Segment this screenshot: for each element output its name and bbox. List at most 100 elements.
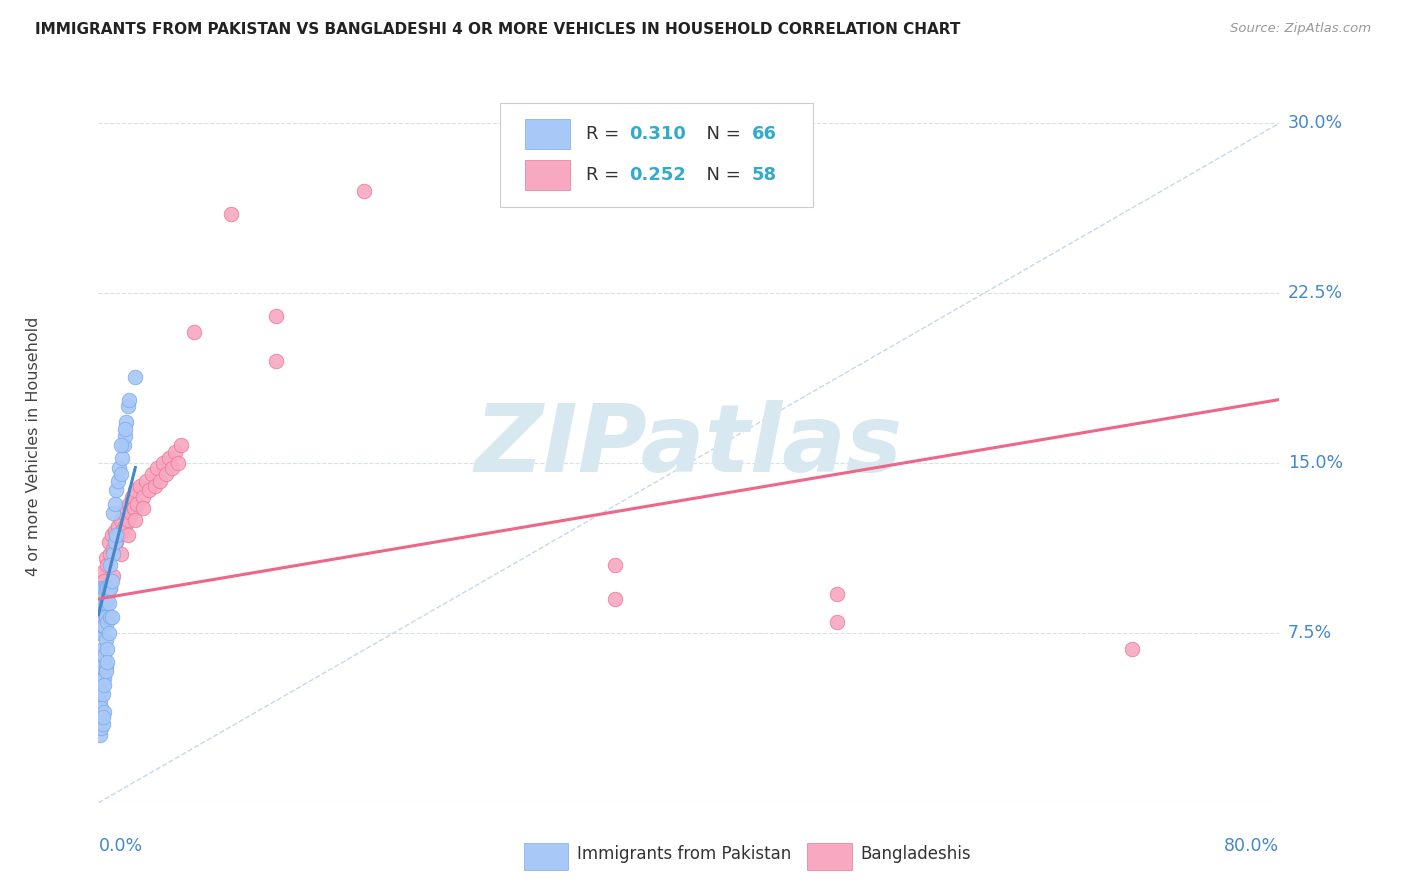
Point: [162, 460, 183, 475]
Point: [90, 721, 112, 735]
Point: [115, 501, 138, 516]
Point: [219, 207, 242, 221]
Text: 4 or more Vehicles in Household: 4 or more Vehicles in Household: [25, 317, 41, 575]
Point: [90, 581, 112, 595]
Point: [132, 490, 155, 504]
FancyBboxPatch shape: [523, 843, 568, 870]
Point: [107, 519, 129, 533]
Point: [98, 558, 121, 572]
Text: 30.0%: 30.0%: [1288, 114, 1343, 132]
Point: [141, 467, 163, 482]
Point: [97, 597, 120, 611]
Point: [89, 671, 111, 685]
FancyBboxPatch shape: [807, 843, 852, 870]
Text: 22.5%: 22.5%: [1288, 284, 1343, 302]
Point: [93, 574, 115, 588]
Point: [98, 547, 121, 561]
Point: [108, 460, 131, 475]
Text: 7.5%: 7.5%: [1288, 624, 1331, 642]
Point: [112, 506, 135, 520]
Point: [183, 325, 205, 339]
Point: [91, 610, 114, 624]
Text: R =: R =: [586, 166, 626, 184]
Point: [120, 506, 142, 520]
Point: [110, 513, 132, 527]
Text: ZIPatlas: ZIPatlas: [475, 400, 903, 492]
Point: [89, 626, 111, 640]
Text: Immigrants from Pakistan: Immigrants from Pakistan: [576, 846, 792, 863]
FancyBboxPatch shape: [524, 160, 569, 190]
Point: [117, 528, 139, 542]
Point: [96, 558, 118, 572]
Point: [110, 467, 132, 482]
Point: [111, 451, 134, 466]
Point: [605, 591, 627, 606]
Point: [96, 581, 118, 595]
Point: [90, 700, 112, 714]
Point: [264, 354, 287, 368]
Point: [93, 597, 115, 611]
FancyBboxPatch shape: [501, 103, 813, 207]
Point: [94, 660, 117, 674]
Point: [114, 429, 136, 443]
Point: [91, 687, 114, 701]
Point: [125, 497, 148, 511]
Point: [90, 682, 112, 697]
Point: [94, 632, 117, 647]
Point: [89, 728, 111, 742]
Point: [124, 513, 146, 527]
Point: [93, 678, 115, 692]
Point: [121, 490, 143, 504]
Point: [149, 474, 172, 488]
Point: [94, 581, 117, 595]
Point: [89, 709, 111, 723]
Point: [104, 497, 127, 511]
Text: 15.0%: 15.0%: [1288, 454, 1343, 472]
Point: [118, 497, 141, 511]
Point: [135, 474, 157, 488]
Point: [91, 619, 114, 633]
Point: [117, 513, 139, 527]
Text: Bangladeshis: Bangladeshis: [860, 846, 970, 863]
Point: [89, 591, 111, 606]
Point: [605, 558, 627, 572]
Point: [118, 392, 141, 407]
Point: [96, 591, 118, 606]
Point: [90, 626, 112, 640]
Point: [100, 574, 122, 588]
Point: [93, 619, 115, 633]
Point: [97, 581, 120, 595]
Point: [117, 400, 139, 414]
Point: [143, 478, 166, 492]
Point: [94, 551, 117, 566]
Point: [132, 501, 155, 516]
Point: [91, 641, 114, 656]
Text: Source: ZipAtlas.com: Source: ZipAtlas.com: [1230, 22, 1371, 36]
Point: [128, 478, 150, 492]
Point: [100, 610, 122, 624]
Point: [825, 587, 848, 601]
Point: [115, 415, 138, 429]
Point: [103, 542, 125, 557]
Point: [105, 528, 128, 542]
Point: [97, 626, 120, 640]
Point: [96, 615, 118, 629]
Point: [124, 483, 146, 498]
Point: [89, 694, 111, 708]
Point: [103, 506, 125, 520]
Text: 0.310: 0.310: [628, 125, 686, 143]
Point: [825, 615, 848, 629]
Point: [94, 591, 117, 606]
Point: [90, 603, 112, 617]
Point: [93, 671, 115, 685]
Point: [93, 581, 115, 595]
Point: [157, 451, 180, 466]
Point: [98, 610, 121, 624]
Point: [104, 535, 127, 549]
Point: [165, 444, 187, 458]
Point: [98, 581, 121, 595]
Point: [91, 565, 114, 579]
Point: [96, 641, 118, 656]
Point: [264, 309, 287, 323]
Point: [97, 535, 120, 549]
